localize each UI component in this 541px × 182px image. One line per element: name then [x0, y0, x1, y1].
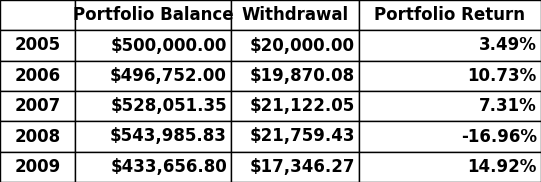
Text: Withdrawal: Withdrawal	[242, 6, 349, 24]
Text: $20,000.00: $20,000.00	[249, 37, 355, 54]
Text: $21,759.43: $21,759.43	[249, 128, 355, 145]
Text: 2005: 2005	[15, 37, 61, 54]
Text: 14.92%: 14.92%	[467, 158, 537, 176]
Text: 3.49%: 3.49%	[479, 37, 537, 54]
Text: $496,752.00: $496,752.00	[110, 67, 227, 85]
Text: $528,051.35: $528,051.35	[110, 97, 227, 115]
Text: $500,000.00: $500,000.00	[110, 37, 227, 54]
Text: $433,656.80: $433,656.80	[110, 158, 227, 176]
Text: $19,870.08: $19,870.08	[249, 67, 355, 85]
Text: 2009: 2009	[15, 158, 61, 176]
Text: 10.73%: 10.73%	[467, 67, 537, 85]
Text: 2007: 2007	[15, 97, 61, 115]
Text: 2006: 2006	[15, 67, 61, 85]
Text: -16.96%: -16.96%	[461, 128, 537, 145]
Text: 2008: 2008	[15, 128, 61, 145]
Text: Portfolio Balance: Portfolio Balance	[73, 6, 234, 24]
Text: $21,122.05: $21,122.05	[249, 97, 355, 115]
Text: $543,985.83: $543,985.83	[110, 128, 227, 145]
Text: $17,346.27: $17,346.27	[249, 158, 355, 176]
Text: 7.31%: 7.31%	[479, 97, 537, 115]
Text: Portfolio Return: Portfolio Return	[374, 6, 525, 24]
